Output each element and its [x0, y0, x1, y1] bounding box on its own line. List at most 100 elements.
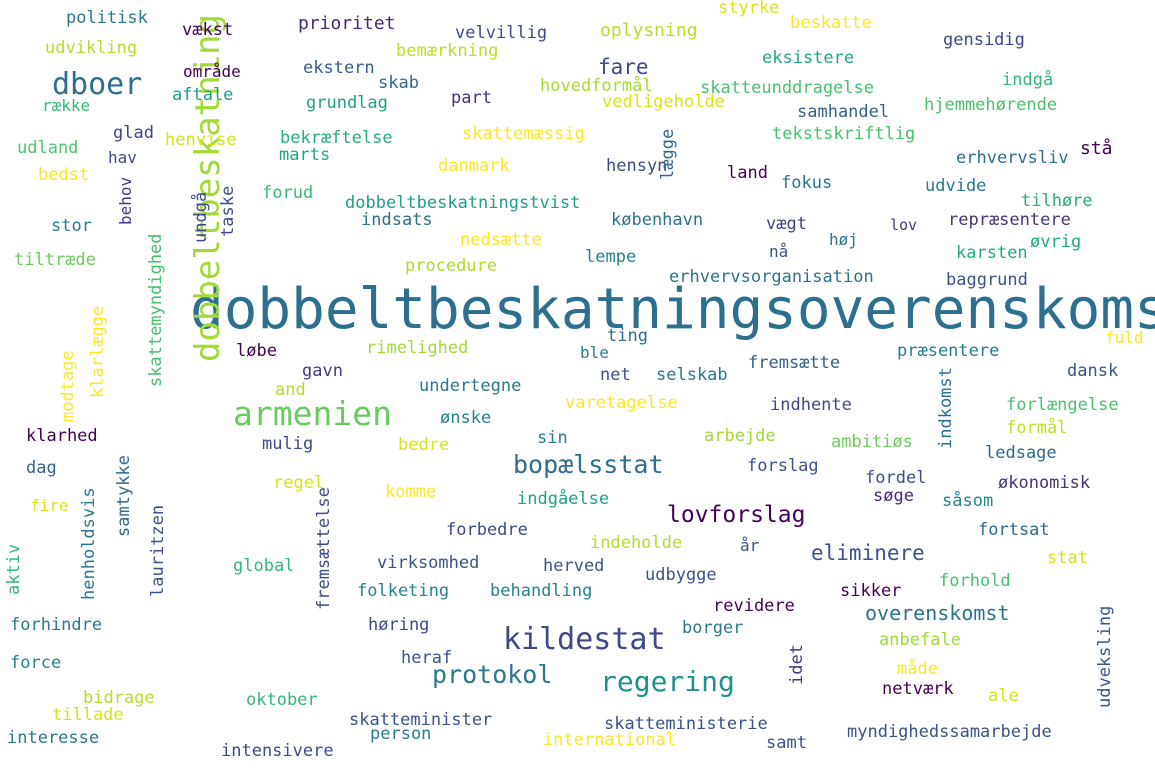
word-cloud-word: tiltræde: [14, 250, 96, 270]
word-cloud-word: ting: [607, 326, 648, 346]
word-cloud-word: global: [233, 556, 295, 576]
word-cloud-word: politisk: [66, 8, 148, 28]
word-cloud-word: aftale: [172, 85, 234, 105]
word-cloud-word: karsten: [956, 243, 1028, 263]
word-cloud-word: øvrig: [1030, 232, 1082, 252]
word-cloud-word: arbejde: [704, 426, 776, 446]
word-cloud-word: gavn: [302, 361, 343, 381]
word-cloud-word: indeholde: [590, 533, 683, 553]
word-cloud-word: forhindre: [10, 615, 103, 635]
word-cloud-word: modtage: [58, 350, 78, 422]
word-cloud-word: stat: [1047, 548, 1088, 568]
word-cloud-word: myndighedssamarbejde: [847, 722, 1052, 742]
word-cloud-word: protokol: [432, 660, 553, 689]
word-cloud-word: regering: [600, 665, 735, 698]
word-cloud-word: hovedformål: [540, 76, 653, 96]
word-cloud-word: bopælsstat: [513, 450, 664, 479]
word-cloud-word: nedsætte: [460, 230, 542, 250]
word-cloud-word: dobbeltbeskatningstvist: [345, 193, 581, 213]
word-cloud-word: regel: [273, 473, 325, 493]
word-cloud-word: prioritet: [298, 13, 396, 34]
word-cloud-word: måde: [897, 659, 938, 679]
word-cloud-word: fortsat: [978, 520, 1050, 540]
word-cloud-word: aktiv: [4, 543, 24, 595]
word-cloud-word: fare: [598, 55, 649, 79]
word-cloud-word: lauritzen: [148, 504, 168, 597]
word-cloud-word: armenien: [233, 394, 392, 433]
word-cloud-word: heraf: [401, 648, 453, 668]
word-cloud-word: henvise: [165, 130, 237, 150]
word-cloud-word: samhandel: [797, 102, 890, 122]
word-cloud-word: indgå: [1002, 70, 1054, 90]
word-cloud-word: international: [543, 730, 677, 750]
word-cloud-word: land: [727, 163, 768, 183]
word-cloud-word: ble: [580, 343, 609, 362]
word-cloud-word: ale: [988, 686, 1019, 706]
word-cloud-word: danmark: [438, 156, 510, 176]
word-cloud-word: forbedre: [446, 520, 528, 540]
word-cloud-word: overenskomst: [865, 601, 1010, 625]
word-cloud-word: behov: [116, 176, 135, 225]
word-cloud-word: præsentere: [897, 341, 1000, 361]
word-cloud-word: baggrund: [946, 270, 1028, 290]
word-cloud-word: lovforslag: [667, 502, 806, 528]
word-cloud-word: herved: [543, 556, 605, 576]
word-cloud-word: oplysning: [600, 20, 698, 41]
word-cloud-word: tekstskriftlig: [772, 124, 916, 144]
word-cloud-word: københavn: [611, 210, 704, 230]
word-cloud-word: udvide: [925, 176, 987, 196]
word-cloud-word: undertegne: [419, 376, 522, 396]
word-cloud-word: samtykke: [114, 455, 134, 537]
word-cloud-word: styrke: [718, 0, 780, 18]
word-cloud-word: løbe: [236, 341, 277, 361]
word-cloud-word: mulig: [262, 434, 314, 454]
word-cloud-word: dobbeltbeskatningsoverenskomst: [190, 277, 1155, 342]
word-cloud-word: indhente: [770, 395, 852, 415]
word-cloud-word: samt: [766, 733, 807, 753]
word-cloud-word: skattemæssig: [462, 124, 585, 144]
word-cloud-word: indsats: [361, 210, 433, 230]
word-cloud-word: ambitiøs: [831, 432, 913, 452]
word-cloud-word: anbefale: [879, 630, 961, 650]
word-cloud-word: stå: [1080, 138, 1113, 159]
word-cloud-word: tilhøre: [1021, 191, 1093, 211]
word-cloud-word: lov: [890, 216, 918, 234]
word-cloud-word: taske: [218, 185, 238, 237]
word-cloud-word: revidere: [713, 596, 795, 616]
word-cloud-word: fremsætte: [748, 353, 841, 373]
word-cloud-word: bidrage: [83, 688, 155, 708]
word-cloud-word: skatteunddragelse: [700, 78, 874, 98]
word-cloud-word: part: [451, 88, 492, 108]
word-cloud-word: række: [42, 96, 91, 115]
word-cloud-word: undgå: [191, 191, 211, 243]
word-cloud-word: forlængelse: [1006, 395, 1119, 415]
word-cloud-word: bemærkning: [396, 41, 499, 61]
word-cloud-word: eliminere: [811, 541, 925, 565]
word-cloud-word: høj: [829, 230, 858, 249]
word-cloud-word: gensidig: [943, 30, 1025, 50]
word-cloud-word: ekstern: [303, 58, 375, 78]
word-cloud-word: forslag: [747, 456, 819, 476]
word-cloud-word: idet: [787, 644, 807, 685]
word-cloud-word: forud: [262, 183, 314, 203]
word-cloud-word: udvikling: [45, 38, 138, 58]
word-cloud-word: tillade: [52, 705, 124, 725]
word-cloud-word: beskatte: [790, 13, 872, 33]
word-cloud-word: skatteminister: [349, 710, 493, 730]
word-cloud-word: bekræftelse: [280, 128, 393, 148]
word-cloud-word: klarlægge: [88, 305, 108, 398]
word-cloud-word: nå: [769, 242, 789, 261]
word-cloud-word: udbygge: [645, 565, 717, 585]
word-cloud-word: fordel: [865, 468, 927, 488]
word-cloud-word: indkomst: [936, 367, 956, 449]
word-cloud-word: lægge: [658, 128, 678, 180]
word-cloud-word: vækst: [182, 20, 234, 40]
word-cloud-word: grundlag: [306, 93, 388, 113]
word-cloud-word: oktober: [246, 690, 318, 710]
word-cloud-word: ledsage: [985, 443, 1057, 463]
word-cloud-word: velvillig: [455, 23, 548, 43]
word-cloud-word: net: [600, 365, 631, 385]
word-cloud-word: intensivere: [221, 741, 334, 761]
word-cloud-word: dag: [26, 458, 57, 478]
